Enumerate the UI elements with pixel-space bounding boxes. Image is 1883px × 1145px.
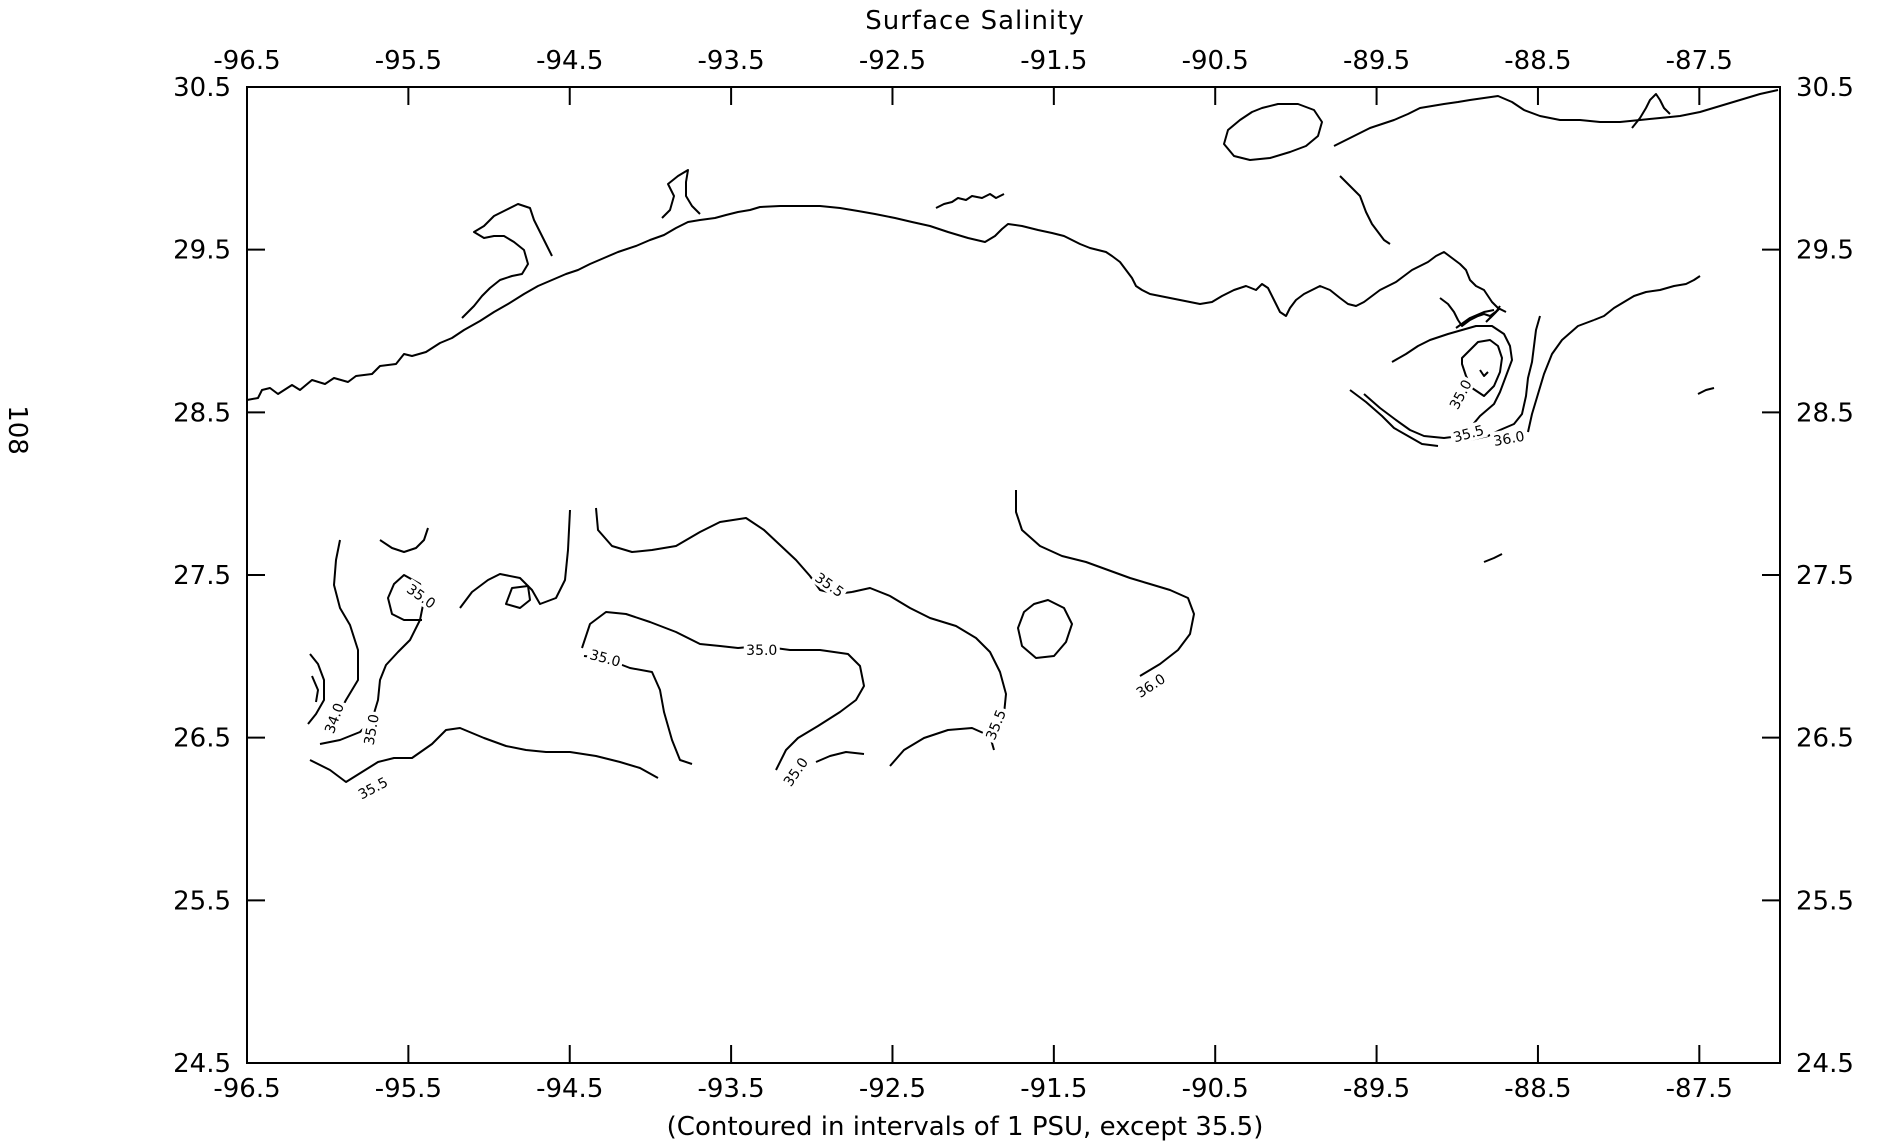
lon-tick-label-top: -88.5	[1504, 46, 1571, 76]
contour-label: 34.0	[322, 701, 348, 736]
contour-label-background	[743, 640, 780, 658]
lon-tick-label-top: -96.5	[213, 46, 280, 76]
salinity-contour	[1349, 389, 1439, 447]
lon-tick-label-bottom: -96.5	[213, 1074, 280, 1104]
contour-label: 35.5	[983, 708, 1010, 743]
contour-label-background	[980, 704, 1010, 745]
lon-tick-label-bottom: -90.5	[1182, 1074, 1249, 1104]
map-title: Surface Salinity	[865, 6, 1084, 36]
salinity-contour	[505, 585, 531, 609]
salinity-contour	[1527, 319, 1595, 433]
lon-tick-label-bottom: -91.5	[1020, 1074, 1087, 1104]
coastline-sabine	[661, 169, 701, 219]
contour-label-background	[352, 771, 393, 804]
map-axes: -96.5 -96.5 -95.5 -95.5 -94.5 -94.5 -93.5 -93.5…	[173, 46, 1854, 1104]
salinity-contour	[307, 653, 325, 725]
contour-label-background	[1444, 374, 1477, 415]
lon-tick-label-bottom: -87.5	[1666, 1074, 1733, 1104]
lon-tick-label-bottom: -95.5	[375, 1074, 442, 1104]
coastline	[246, 89, 1779, 563]
salinity-contour	[333, 539, 359, 716]
lon-tick-label-bottom: -93.5	[697, 1074, 764, 1104]
page-number: 108	[2, 405, 32, 455]
lon-tick-label-top: -94.5	[536, 46, 603, 76]
lake-pontchartrain	[1223, 103, 1323, 161]
salinity-contour	[1479, 369, 1489, 377]
contour-label-background	[319, 698, 348, 738]
lon-tick-label-top: -92.5	[859, 46, 926, 76]
lat-tick-label-right: 26.5	[1796, 724, 1854, 754]
coastline-mississippi	[1333, 89, 1779, 147]
contour-label: 35.0	[362, 713, 383, 746]
lat-tick-label-left: 25.5	[173, 886, 231, 916]
lat-tick-label-left: 26.5	[173, 724, 231, 754]
contour-label: 35.0	[1447, 377, 1476, 412]
lon-tick-label-bottom: -89.5	[1343, 1074, 1410, 1104]
salinity-contour	[815, 751, 865, 763]
salinity-contour	[851, 587, 1007, 729]
lat-tick-label-left: 28.5	[173, 398, 231, 428]
lat-tick-label-right: 30.5	[1796, 73, 1854, 103]
salinity-contour	[889, 727, 995, 767]
salinity-contour	[1017, 599, 1073, 659]
lat-tick-label-left: 24.5	[173, 1049, 231, 1079]
salinity-contour	[309, 727, 659, 783]
contour-labels: 35.034.0 35.035.535.0 35.035.535.035.536.0…	[319, 374, 1529, 804]
lon-tick-label-top: -93.5	[697, 46, 764, 76]
coastline-vermilion	[935, 193, 1005, 209]
lon-tick-label-top: -87.5	[1666, 46, 1733, 76]
lat-tick-label-left: 27.5	[173, 561, 231, 591]
contour-label-background	[359, 710, 383, 749]
contour-label: 35.0	[746, 643, 777, 659]
salinity-contour	[459, 509, 571, 609]
salinity-contour	[583, 655, 693, 765]
contour-label: 35.5	[356, 775, 391, 804]
coastline-florida-panhandle	[1593, 275, 1701, 321]
salinity-contours	[307, 305, 1595, 783]
contour-label-background	[1448, 420, 1489, 446]
coastline-fragment	[1483, 553, 1503, 563]
coastline-texas-louisiana	[246, 205, 1507, 401]
contour-label: 35.0	[588, 647, 622, 671]
salinity-contour	[1015, 490, 1195, 677]
contour-label-background	[1489, 426, 1529, 450]
salinity-contour	[379, 527, 429, 553]
salinity-contour	[1455, 309, 1495, 329]
salinity-contour	[1461, 339, 1503, 397]
lon-tick-label-top: -89.5	[1343, 46, 1410, 76]
lat-tick-label-right: 25.5	[1796, 886, 1854, 916]
contour-label: 36.0	[1492, 429, 1525, 450]
lon-tick-label-top: -91.5	[1020, 46, 1087, 76]
lon-tick-label-bottom: -92.5	[859, 1074, 926, 1104]
salinity-contour	[311, 675, 319, 703]
coastline-fragment	[1697, 387, 1715, 395]
lat-tick-label-right: 24.5	[1796, 1049, 1854, 1079]
coastline-mobile-bay	[1631, 93, 1671, 129]
contour-label-background	[585, 644, 625, 671]
lon-tick-label-bottom: -88.5	[1504, 1074, 1571, 1104]
contour-label: 35.5	[1452, 423, 1486, 447]
mississippi-delta	[1439, 297, 1499, 327]
coastline-breton-sound	[1339, 175, 1391, 245]
map-caption: (Contoured in intervals of 1 PSU, except…	[667, 1112, 1264, 1142]
lat-tick-label-left: 29.5	[173, 236, 231, 266]
lat-tick-label-right: 29.5	[1796, 236, 1854, 266]
contour-label-background	[1130, 668, 1171, 703]
salinity-contour	[581, 611, 865, 771]
lon-tick-label-top: -90.5	[1182, 46, 1249, 76]
salinity-contour	[1363, 393, 1461, 439]
contour-label-background	[810, 567, 850, 602]
salinity-contour	[1391, 325, 1513, 441]
contour-label-background	[401, 578, 442, 614]
lat-tick-label-left: 30.5	[173, 73, 231, 103]
coastline-galveston-bay	[461, 203, 553, 319]
lat-tick-label-right: 28.5	[1796, 398, 1854, 428]
salinity-contour	[1485, 307, 1501, 323]
lon-tick-label-bottom: -94.5	[536, 1074, 603, 1104]
lat-tick-label-right: 27.5	[1796, 561, 1854, 591]
contour-label-background	[777, 751, 813, 792]
lon-tick-label-top: -95.5	[375, 46, 442, 76]
